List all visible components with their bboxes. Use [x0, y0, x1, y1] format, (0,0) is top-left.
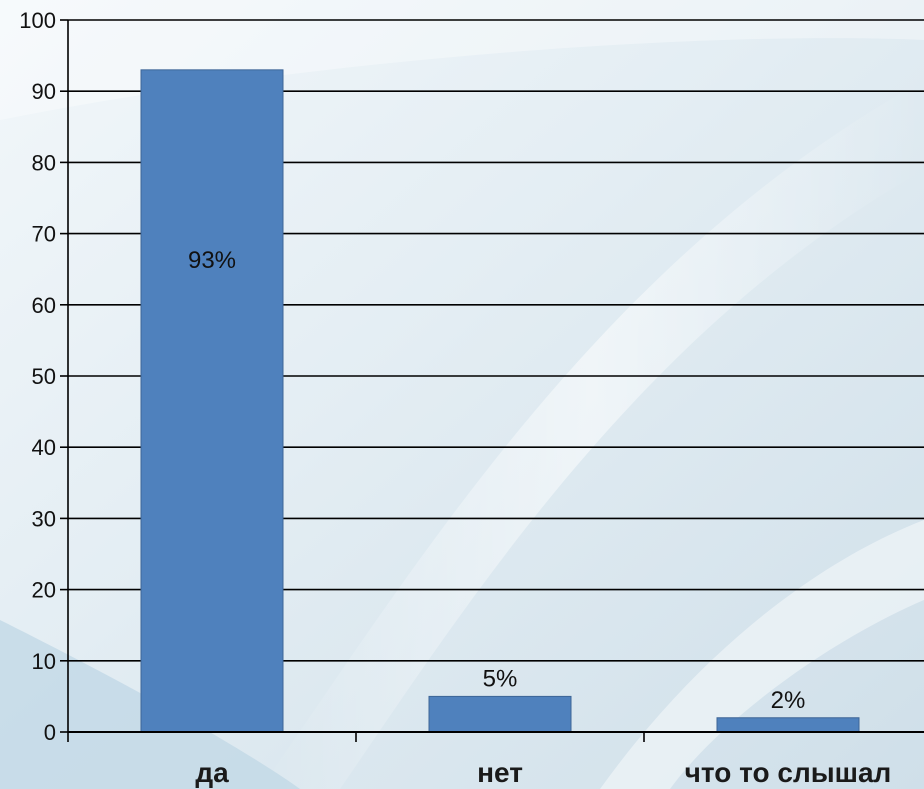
- y-tick-label: 0: [44, 720, 56, 745]
- y-tick-label: 90: [32, 79, 56, 104]
- y-tick-label: 70: [32, 222, 56, 247]
- x-tick-label: нет: [477, 757, 523, 788]
- y-tick-label: 60: [32, 293, 56, 318]
- y-tick-label: 80: [32, 150, 56, 175]
- bar-2: [716, 717, 860, 733]
- y-tick-label: 50: [32, 364, 56, 389]
- data-label: 2%: [771, 687, 806, 714]
- data-label: 5%: [483, 665, 518, 692]
- x-tick-label: что то слышал: [685, 757, 892, 788]
- y-tick-label: 20: [32, 578, 56, 603]
- bar-0: [140, 69, 284, 733]
- x-axis: да нет что то слышал: [67, 731, 924, 788]
- bar-1: [428, 695, 572, 733]
- bars: 93% 5% 2%: [140, 69, 860, 733]
- y-tick-label: 30: [32, 506, 56, 531]
- y-tick-label: 10: [32, 649, 56, 674]
- y-tick-label: 100: [19, 8, 56, 33]
- data-label: 93%: [188, 247, 236, 274]
- y-tick-label: 40: [32, 435, 56, 460]
- x-tick-label: да: [195, 757, 229, 788]
- y-axis: 0 10 20 30 40 50 60 70 80 90 100: [19, 8, 69, 745]
